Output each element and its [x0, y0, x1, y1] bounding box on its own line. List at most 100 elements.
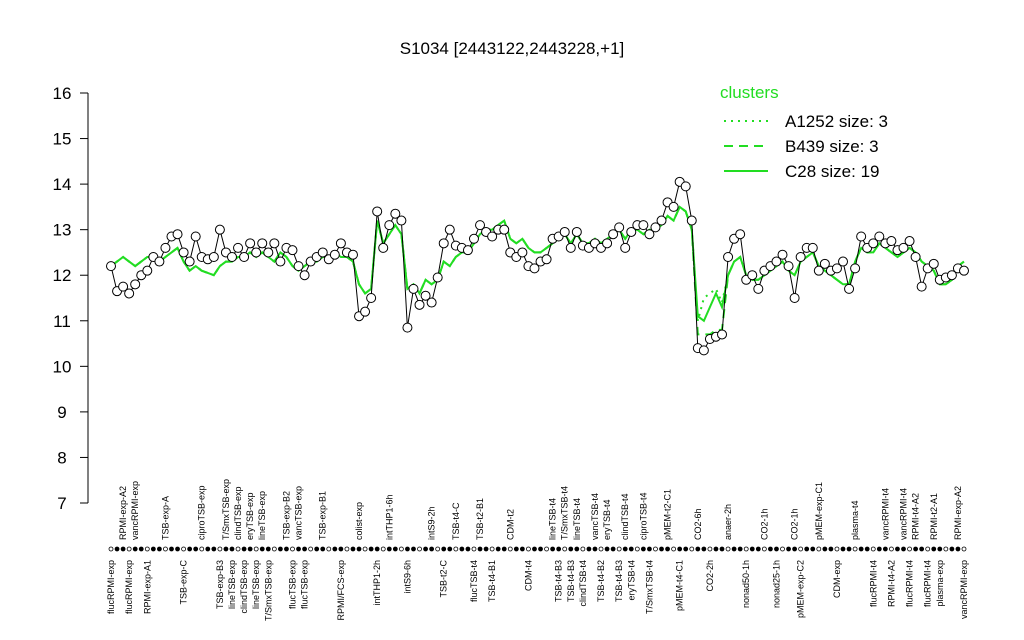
data-point	[620, 242, 631, 253]
rug-dot	[550, 546, 556, 552]
data-point	[239, 252, 250, 262]
rug-dot	[223, 546, 229, 552]
data-point	[432, 272, 443, 283]
x-tick-label: eryTSB-t4	[602, 499, 612, 540]
rug-dot	[405, 546, 410, 552]
y-tick-label: 14	[53, 175, 72, 194]
data-point	[650, 222, 661, 233]
rug-dot	[532, 546, 537, 552]
rug-dot	[308, 546, 314, 552]
x-tick-label: lineTSB-t4	[548, 498, 558, 540]
data-point	[257, 238, 268, 249]
rug-dot	[628, 546, 634, 552]
rug-dot	[483, 546, 489, 552]
data-point	[565, 242, 576, 253]
rug-dot	[477, 546, 483, 552]
rug-dot	[114, 546, 120, 552]
rug-dot	[495, 546, 501, 552]
x-tick-label: RPMI-exp-A1	[142, 560, 152, 614]
rug-dot	[889, 546, 894, 552]
rug-dot	[271, 546, 277, 552]
rug-dot	[774, 546, 779, 552]
rug-dot	[955, 546, 961, 552]
data-point	[777, 249, 788, 260]
data-point	[904, 236, 915, 247]
x-tick-label: clindTSB-exp	[239, 560, 249, 614]
rug-dot	[169, 546, 174, 552]
x-tick-label: TSB-exp-C	[179, 560, 189, 605]
rug-dot	[719, 546, 725, 552]
data-point	[946, 270, 957, 281]
x-tick-label: RPMI-t2-A1	[929, 493, 939, 540]
data-point	[959, 265, 969, 276]
data-point	[468, 233, 479, 244]
x-tick-label: vancRPMI-t4	[899, 488, 909, 540]
data-point	[142, 265, 153, 276]
rug-dot	[689, 546, 695, 552]
rug-dot	[344, 546, 350, 552]
rug-dot	[846, 546, 852, 552]
rug-dot	[513, 546, 519, 552]
rug-dot	[882, 546, 888, 552]
data-point	[838, 256, 849, 267]
rug-dot	[526, 546, 531, 552]
data-point	[638, 220, 649, 231]
y-tick-label: 12	[53, 266, 72, 285]
data-point	[287, 245, 298, 256]
rug-dot	[199, 546, 205, 552]
rug-dot	[622, 546, 628, 552]
rug-dot	[961, 546, 967, 552]
legend-title: clusters	[720, 83, 779, 102]
rug-dot	[417, 546, 422, 552]
data-point	[850, 263, 861, 274]
rug-dot	[211, 546, 217, 552]
x-tick-label: anaer-2h	[723, 504, 733, 540]
rug-dot	[156, 546, 162, 552]
data-point	[293, 261, 304, 272]
x-tick-label: pMEM-t4-C1	[675, 560, 685, 611]
rug-dot	[453, 546, 459, 552]
rug-dot	[556, 546, 562, 552]
x-tick-label: ciproTSB-t4	[638, 492, 648, 540]
rug-dot	[277, 546, 283, 552]
data-point	[831, 263, 842, 274]
data-point	[608, 229, 619, 240]
data-point	[251, 247, 262, 258]
data-point	[408, 283, 419, 294]
rug-dot	[489, 546, 495, 552]
chart-title: S1034 [2443122,2443228,+1]	[400, 39, 625, 58]
data-point	[517, 247, 528, 258]
x-tick-label: CDM-t4	[523, 560, 533, 591]
x-tick-label: TSB-t4-C	[451, 502, 461, 540]
rug-dot	[441, 546, 447, 552]
rug-dot	[120, 546, 126, 552]
rug-dot	[562, 546, 568, 552]
x-tick-label: intS9-6h	[402, 560, 412, 594]
y-tick-label: 13	[53, 221, 72, 240]
rug-dot	[822, 546, 828, 552]
data-point	[269, 238, 280, 249]
data-point	[668, 201, 679, 212]
x-tick-label: vancTSB-exp	[294, 486, 304, 540]
data-point	[475, 220, 486, 231]
x-tick-label: flucTSB-t4	[469, 560, 479, 602]
x-tick-label: CO2-6h	[693, 508, 703, 540]
legend-label: B439 size: 3	[785, 137, 879, 156]
rug-dot	[265, 546, 271, 552]
x-tick-label: CDM-t2	[505, 509, 515, 540]
rug-dot	[677, 546, 683, 552]
x-tick-label: CO2-1h	[759, 508, 769, 540]
rug-dot	[568, 546, 574, 552]
data-point	[886, 236, 897, 247]
x-tick-label: RPMI-exp-A2	[118, 486, 128, 540]
x-tick-label: colist-exp	[354, 502, 364, 540]
data-point	[753, 283, 764, 294]
rug-dot	[840, 546, 846, 552]
data-point	[190, 231, 201, 242]
rug-dot	[519, 546, 525, 552]
data-point	[844, 283, 855, 294]
rug-dot	[701, 546, 707, 552]
x-tick-label: RPMI-exp-A2	[953, 486, 963, 540]
rug-dot	[743, 546, 749, 552]
